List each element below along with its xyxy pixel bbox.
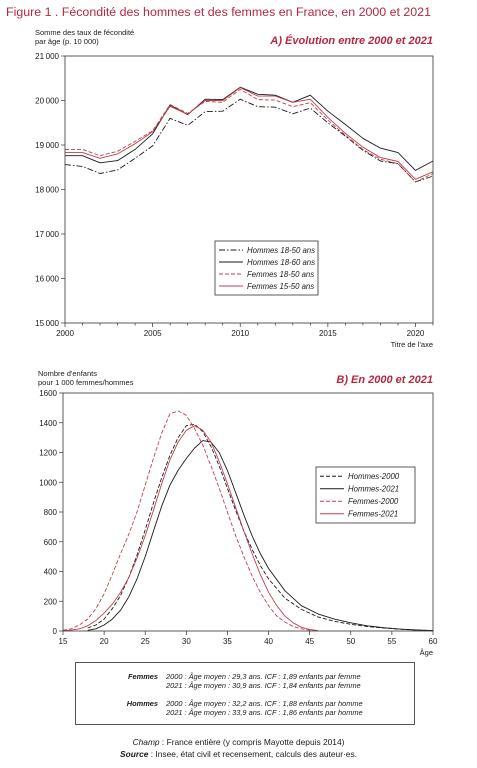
- x-tick-label: 45: [305, 637, 314, 646]
- panel-a-xlabel: Titre de l'axe: [391, 340, 433, 349]
- y-tick-label: 400: [44, 568, 58, 577]
- legend-label-3: Femmes 18-50 ans: [247, 270, 314, 279]
- legend-label-1: Hommes 18-50 ans: [247, 246, 315, 255]
- y-tick-label: 21 000: [35, 52, 59, 61]
- y-tick-label: 17 000: [35, 230, 59, 239]
- femmes-lines: 2000 : Âge moyen : 29,3 ans. ICF : 1,89 …: [166, 672, 361, 690]
- hommes-2021-text: 2021 : Âge moyen : 33,9 ans. ICF : 1,86 …: [166, 707, 363, 717]
- panel-a-ylabel-line2: par âge (p. 10 000): [35, 37, 99, 46]
- y-tick-label: 0: [53, 627, 58, 636]
- hommes-label: Hommes: [126, 699, 158, 708]
- panel-a-ylabel-line1: Somme des taux de fécondité: [35, 28, 134, 37]
- panel-b-ylabel-line2: pour 1 000 femmes/hommes: [38, 378, 134, 387]
- x-tick-label: 2000: [56, 329, 74, 338]
- legend-label-3: Femmes-2000: [348, 497, 399, 506]
- panel-a-chart: 2000 2005 2010 2015 2020 15 000 16 000 17 000 18…: [35, 52, 434, 338]
- y-tick-label: 1200: [39, 449, 57, 458]
- series-line-3: [65, 88, 434, 183]
- x-tick-label: 35: [223, 637, 232, 646]
- series-line-3: [62, 410, 318, 632]
- y-tick-label: 1600: [39, 389, 57, 398]
- femmes-2021-text: 2021 : Âge moyen : 30,9 ans. ICF : 1,84 …: [166, 680, 361, 690]
- y-tick-label: 19 000: [35, 141, 59, 150]
- femmes-label: Femmes: [128, 672, 158, 681]
- legend-label-1: Hommes-2000: [348, 472, 400, 481]
- panel-b-ylabel-line1: Nombre d'enfants: [38, 369, 97, 378]
- legend-label-2: Hommes-2021: [348, 485, 399, 494]
- y-tick-label: 600: [44, 538, 58, 547]
- x-tick-label: 40: [264, 637, 273, 646]
- y-tick-label: 20 000: [35, 97, 59, 106]
- x-tick-label: 15: [59, 637, 68, 646]
- y-tick-label: 18 000: [35, 186, 59, 195]
- champ-note: Champ : France entière (y compris Mayott…: [0, 737, 477, 747]
- series-line-2: [87, 440, 434, 632]
- x-tick-label: 2020: [407, 329, 425, 338]
- y-tick-label: 1000: [39, 478, 57, 487]
- legend-label-2: Hommes 18-60 ans: [247, 258, 315, 267]
- series-line-1: [64, 98, 434, 183]
- panel-b-xlabel: Âge: [420, 648, 433, 657]
- x-tick-label: 30: [182, 637, 191, 646]
- legend-label-4: Femmes 15-50 ans: [247, 282, 314, 291]
- hommes-2000-text: 2000 : Âge moyen : 32,2 ans. ICF : 1,88 …: [166, 699, 363, 708]
- x-tick-label: 2010: [231, 329, 249, 338]
- y-tick-label: 16 000: [35, 275, 59, 284]
- panel-a-heading: A) Évolution entre 2000 et 2021: [269, 34, 433, 47]
- x-tick-label: 50: [346, 637, 355, 646]
- y-tick-label: 15 000: [35, 319, 59, 328]
- x-tick-label: 2015: [319, 329, 337, 338]
- legend-label-4: Femmes-2021: [348, 510, 398, 519]
- summary-box: Femmes 2000 : Âge moyen : 29,3 ans. ICF …: [75, 662, 415, 725]
- series-line-2: [65, 86, 434, 171]
- x-tick-label: 25: [141, 637, 150, 646]
- panel-b-heading: B) En 2000 et 2021: [336, 374, 433, 386]
- champ-label: Champ: [132, 737, 160, 747]
- panel-b-chart: 15 20 25 30 35 40 45 50 55 6002004006008001000120…: [39, 389, 438, 646]
- source-label: Source: [120, 749, 149, 759]
- y-tick-label: 1400: [39, 419, 57, 428]
- series-line-4: [62, 425, 318, 632]
- x-tick-label: 60: [429, 637, 438, 646]
- series-line-4: [65, 87, 434, 180]
- femmes-2000-text: 2000 : Âge moyen : 29,3 ans. ICF : 1,89 …: [166, 672, 361, 681]
- y-tick-label: 800: [44, 508, 58, 517]
- series-line-1: [87, 423, 434, 632]
- y-tick-label: 200: [44, 597, 58, 606]
- source-note: Source : Insee, état civil et recensemen…: [0, 749, 477, 759]
- figure-title: Figure 1 . Fécondité des hommes et des f…: [6, 5, 431, 19]
- x-tick-label: 55: [387, 637, 396, 646]
- hommes-lines: 2000 : Âge moyen : 32,2 ans. ICF : 1,88 …: [166, 699, 363, 717]
- x-tick-label: 2005: [144, 329, 162, 338]
- source-text: : Insee, état civil et recensement, calc…: [148, 749, 357, 759]
- x-tick-label: 20: [100, 637, 109, 646]
- champ-text: : France entière (y compris Mayotte depu…: [159, 737, 345, 747]
